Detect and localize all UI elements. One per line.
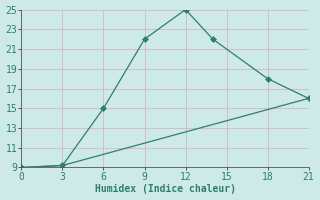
X-axis label: Humidex (Indice chaleur): Humidex (Indice chaleur) [94, 184, 236, 194]
